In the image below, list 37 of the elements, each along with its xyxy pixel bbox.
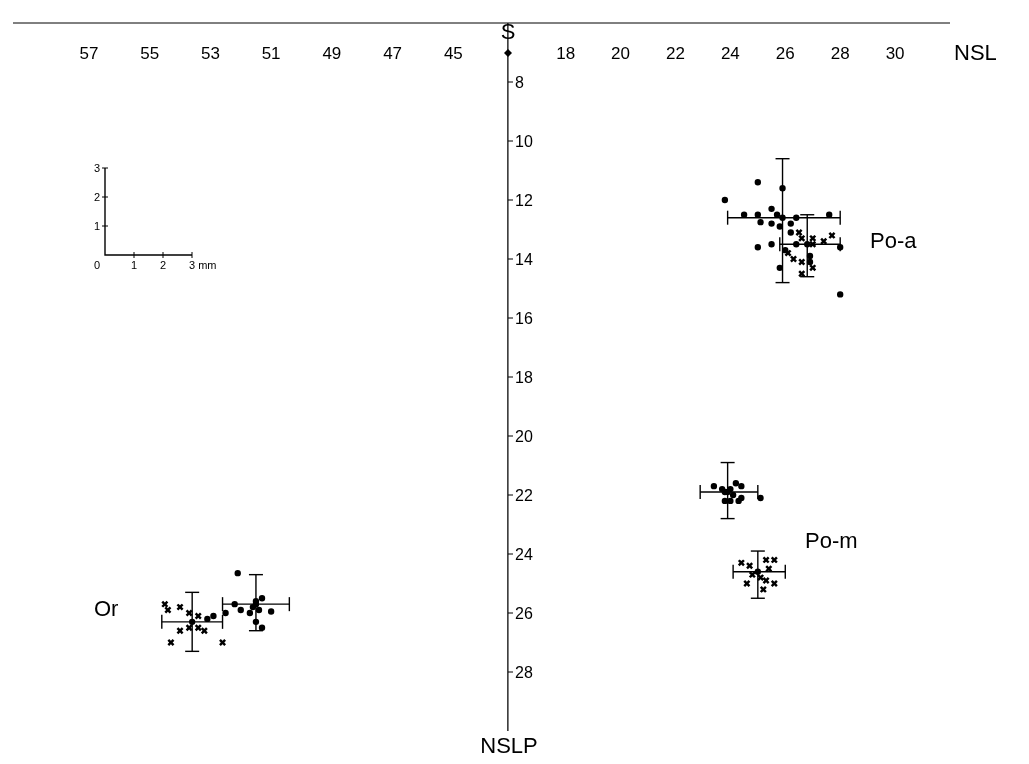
- y-tick-label: 10: [515, 132, 533, 150]
- y-tick-label: 16: [515, 309, 533, 327]
- annotation: 1: [93, 220, 100, 232]
- y-tick-label: 8: [515, 73, 524, 91]
- y-tick-label: 20: [515, 427, 533, 445]
- annotation: 2: [159, 259, 167, 271]
- annotation: 3 mm: [189, 259, 217, 271]
- x-tick-label: 24: [720, 44, 740, 64]
- y-axis-title: NSLP: [480, 733, 538, 758]
- x-tick-label: 20: [611, 44, 631, 64]
- x-tick-label: 28: [830, 44, 850, 64]
- x-tick-label: 18: [556, 44, 576, 64]
- x-tick-label: 57: [79, 44, 99, 64]
- x-tick-label: 22: [666, 44, 685, 64]
- x-tick-label: 30: [885, 44, 905, 64]
- y-tick-label: 26: [515, 604, 533, 622]
- x-tick-label: 53: [200, 44, 220, 64]
- annotation: Po-m: [805, 528, 858, 554]
- y-tick-label: 14: [515, 250, 533, 268]
- y-tick-label: 18: [515, 368, 533, 386]
- x-tick-label: 49: [322, 44, 342, 64]
- annotation: Or: [94, 596, 119, 622]
- x-tick-label: 45: [443, 44, 463, 64]
- annotation: Po-a: [870, 228, 917, 254]
- y-tick-label: 28: [515, 663, 533, 681]
- x-tick-label: 26: [775, 44, 795, 64]
- annotation: 3: [93, 162, 100, 174]
- x-axis-title: NSL: [954, 40, 997, 65]
- y-tick-label: 22: [515, 486, 533, 504]
- y-tick-label: 12: [515, 191, 533, 209]
- annotation: 0: [93, 259, 101, 271]
- x-tick-label: 47: [383, 44, 403, 64]
- x-tick-label: 55: [140, 44, 160, 64]
- annotation: 2: [93, 191, 100, 203]
- y-tick-label: 24: [515, 545, 533, 563]
- x-tick-label: 51: [261, 44, 281, 64]
- annotation: 1: [130, 259, 138, 271]
